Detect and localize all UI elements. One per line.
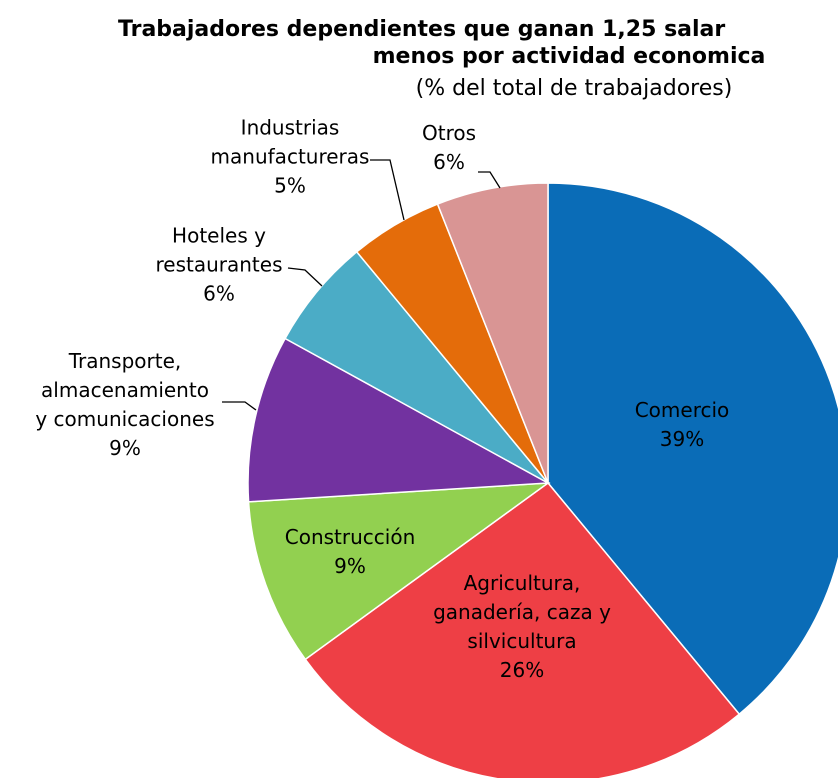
slices (247, 182, 838, 778)
slice-label: Construcción 9% (285, 523, 416, 581)
slice-label: Otros 6% (422, 119, 476, 177)
value-label: 26% (499, 658, 545, 682)
category-label: Hoteles y restaurantes (155, 223, 283, 277)
category-label: Industrias manufactureras (210, 115, 370, 169)
slice-label: Hoteles y restaurantes 6% (155, 222, 282, 309)
slice-label: Comercio 39% (635, 396, 730, 454)
slice-label: Agricultura, ganadería, caza y silvicult… (433, 569, 611, 685)
category-label: Comercio (634, 398, 730, 422)
value-label: 5% (274, 173, 306, 198)
leader-lines (222, 159, 501, 411)
leader-line (370, 159, 405, 221)
category-label: Otros (421, 121, 477, 145)
slice-label: Industrias manufactureras 5% (211, 114, 370, 201)
value-label: 6% (203, 281, 235, 306)
category-label: Transporte, almacenamiento y comunicacio… (35, 349, 215, 431)
pie-slice (247, 482, 551, 661)
slice-label: Transporte, almacenamiento y comunicacio… (35, 347, 214, 463)
value-label: 9% (109, 436, 141, 460)
chart-title: menos por actividad economica (373, 44, 766, 69)
leader-line (222, 401, 257, 411)
pie-slice (436, 182, 549, 484)
chart-title: Trabajadores dependientes que ganan 1,25… (118, 17, 725, 42)
value-label: 39% (659, 427, 705, 451)
pie-slice (304, 481, 741, 778)
pie-slice (547, 182, 838, 716)
leader-line (287, 267, 323, 287)
pie-slice (247, 337, 551, 503)
value-label: 6% (433, 150, 465, 174)
value-label: 9% (334, 554, 366, 578)
category-label: Agricultura, ganadería, caza y silvicult… (433, 571, 611, 653)
category-label: Construcción (284, 525, 416, 549)
leader-line (478, 171, 501, 189)
chart-subtitle: (% del total de trabajadores) (416, 76, 733, 101)
